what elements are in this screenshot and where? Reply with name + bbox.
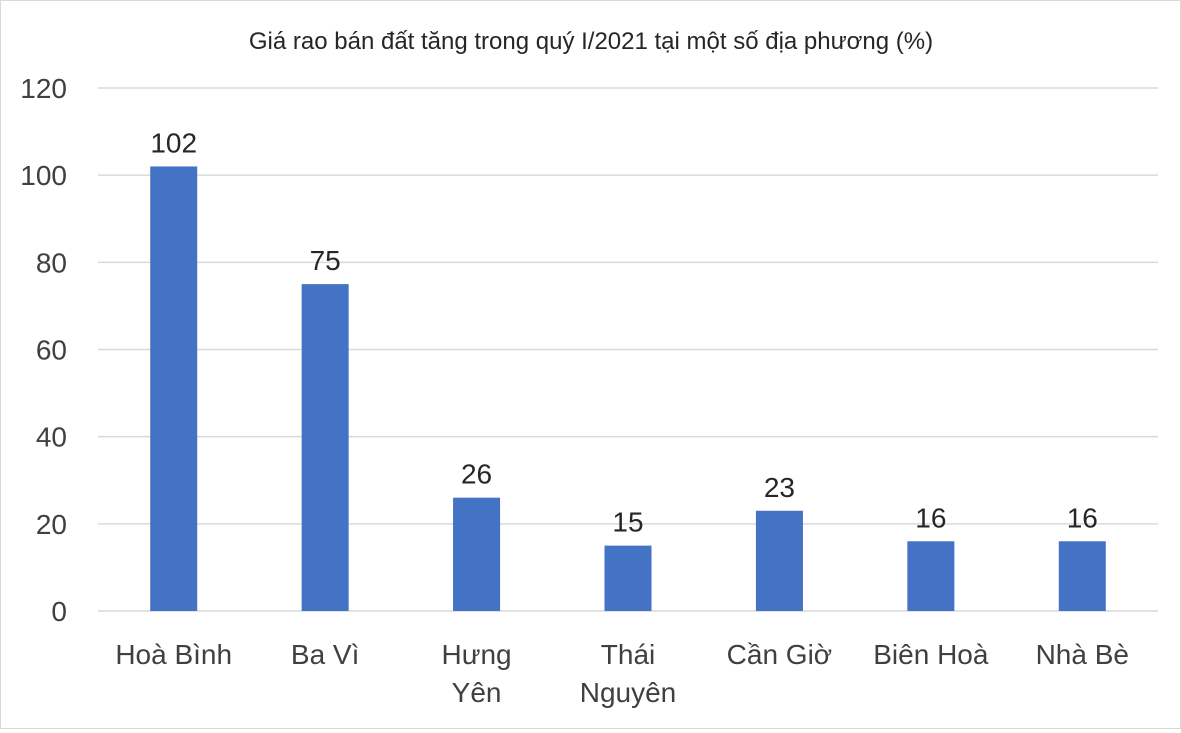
gridlines — [98, 87, 1158, 612]
x-tick-label: Biên Hoà — [873, 639, 989, 670]
x-tick-label: Hưng — [442, 639, 512, 670]
x-tick-label: Cần Giờ — [727, 639, 833, 670]
y-tick-label: 20 — [36, 509, 67, 540]
x-tick-label: Thái — [601, 639, 655, 670]
bars — [150, 166, 1106, 611]
y-tick-label: 60 — [36, 335, 67, 366]
data-label: 15 — [612, 507, 643, 538]
x-tick-label: Yên — [452, 677, 502, 708]
y-tick-label: 120 — [20, 73, 67, 104]
data-label: 75 — [310, 245, 341, 276]
bar — [604, 545, 652, 611]
data-label: 23 — [764, 472, 795, 503]
x-tick-label: Nguyên — [580, 677, 677, 708]
y-tick-label: 40 — [36, 422, 67, 453]
chart-title: Giá rao bán đất tăng trong quý I/2021 tạ… — [249, 28, 933, 55]
bar — [755, 510, 803, 611]
bar — [1058, 541, 1106, 611]
data-label: 16 — [915, 502, 946, 533]
x-axis-ticks: Hoà Bình Ba Vì Hưng Yên Thái Nguyên Cần Giờ Biê… — [115, 639, 1129, 708]
x-tick-label: Ba Vì — [291, 639, 359, 670]
y-axis-ticks: 0 20 40 60 80 100 120 — [20, 73, 67, 627]
data-labels: 102 75 26 15 23 16 16 — [150, 127, 1098, 537]
data-label: 102 — [150, 127, 197, 158]
bar — [907, 541, 955, 611]
y-tick-label: 0 — [51, 596, 67, 627]
data-label: 16 — [1067, 502, 1098, 533]
data-label: 26 — [461, 459, 492, 490]
x-tick-label: Nhà Bè — [1036, 639, 1129, 670]
x-tick-label: Hoà Bình — [115, 639, 232, 670]
y-tick-label: 100 — [20, 160, 67, 191]
bar — [301, 284, 349, 611]
bar — [150, 166, 198, 611]
y-tick-label: 80 — [36, 247, 67, 278]
bar — [453, 497, 501, 611]
